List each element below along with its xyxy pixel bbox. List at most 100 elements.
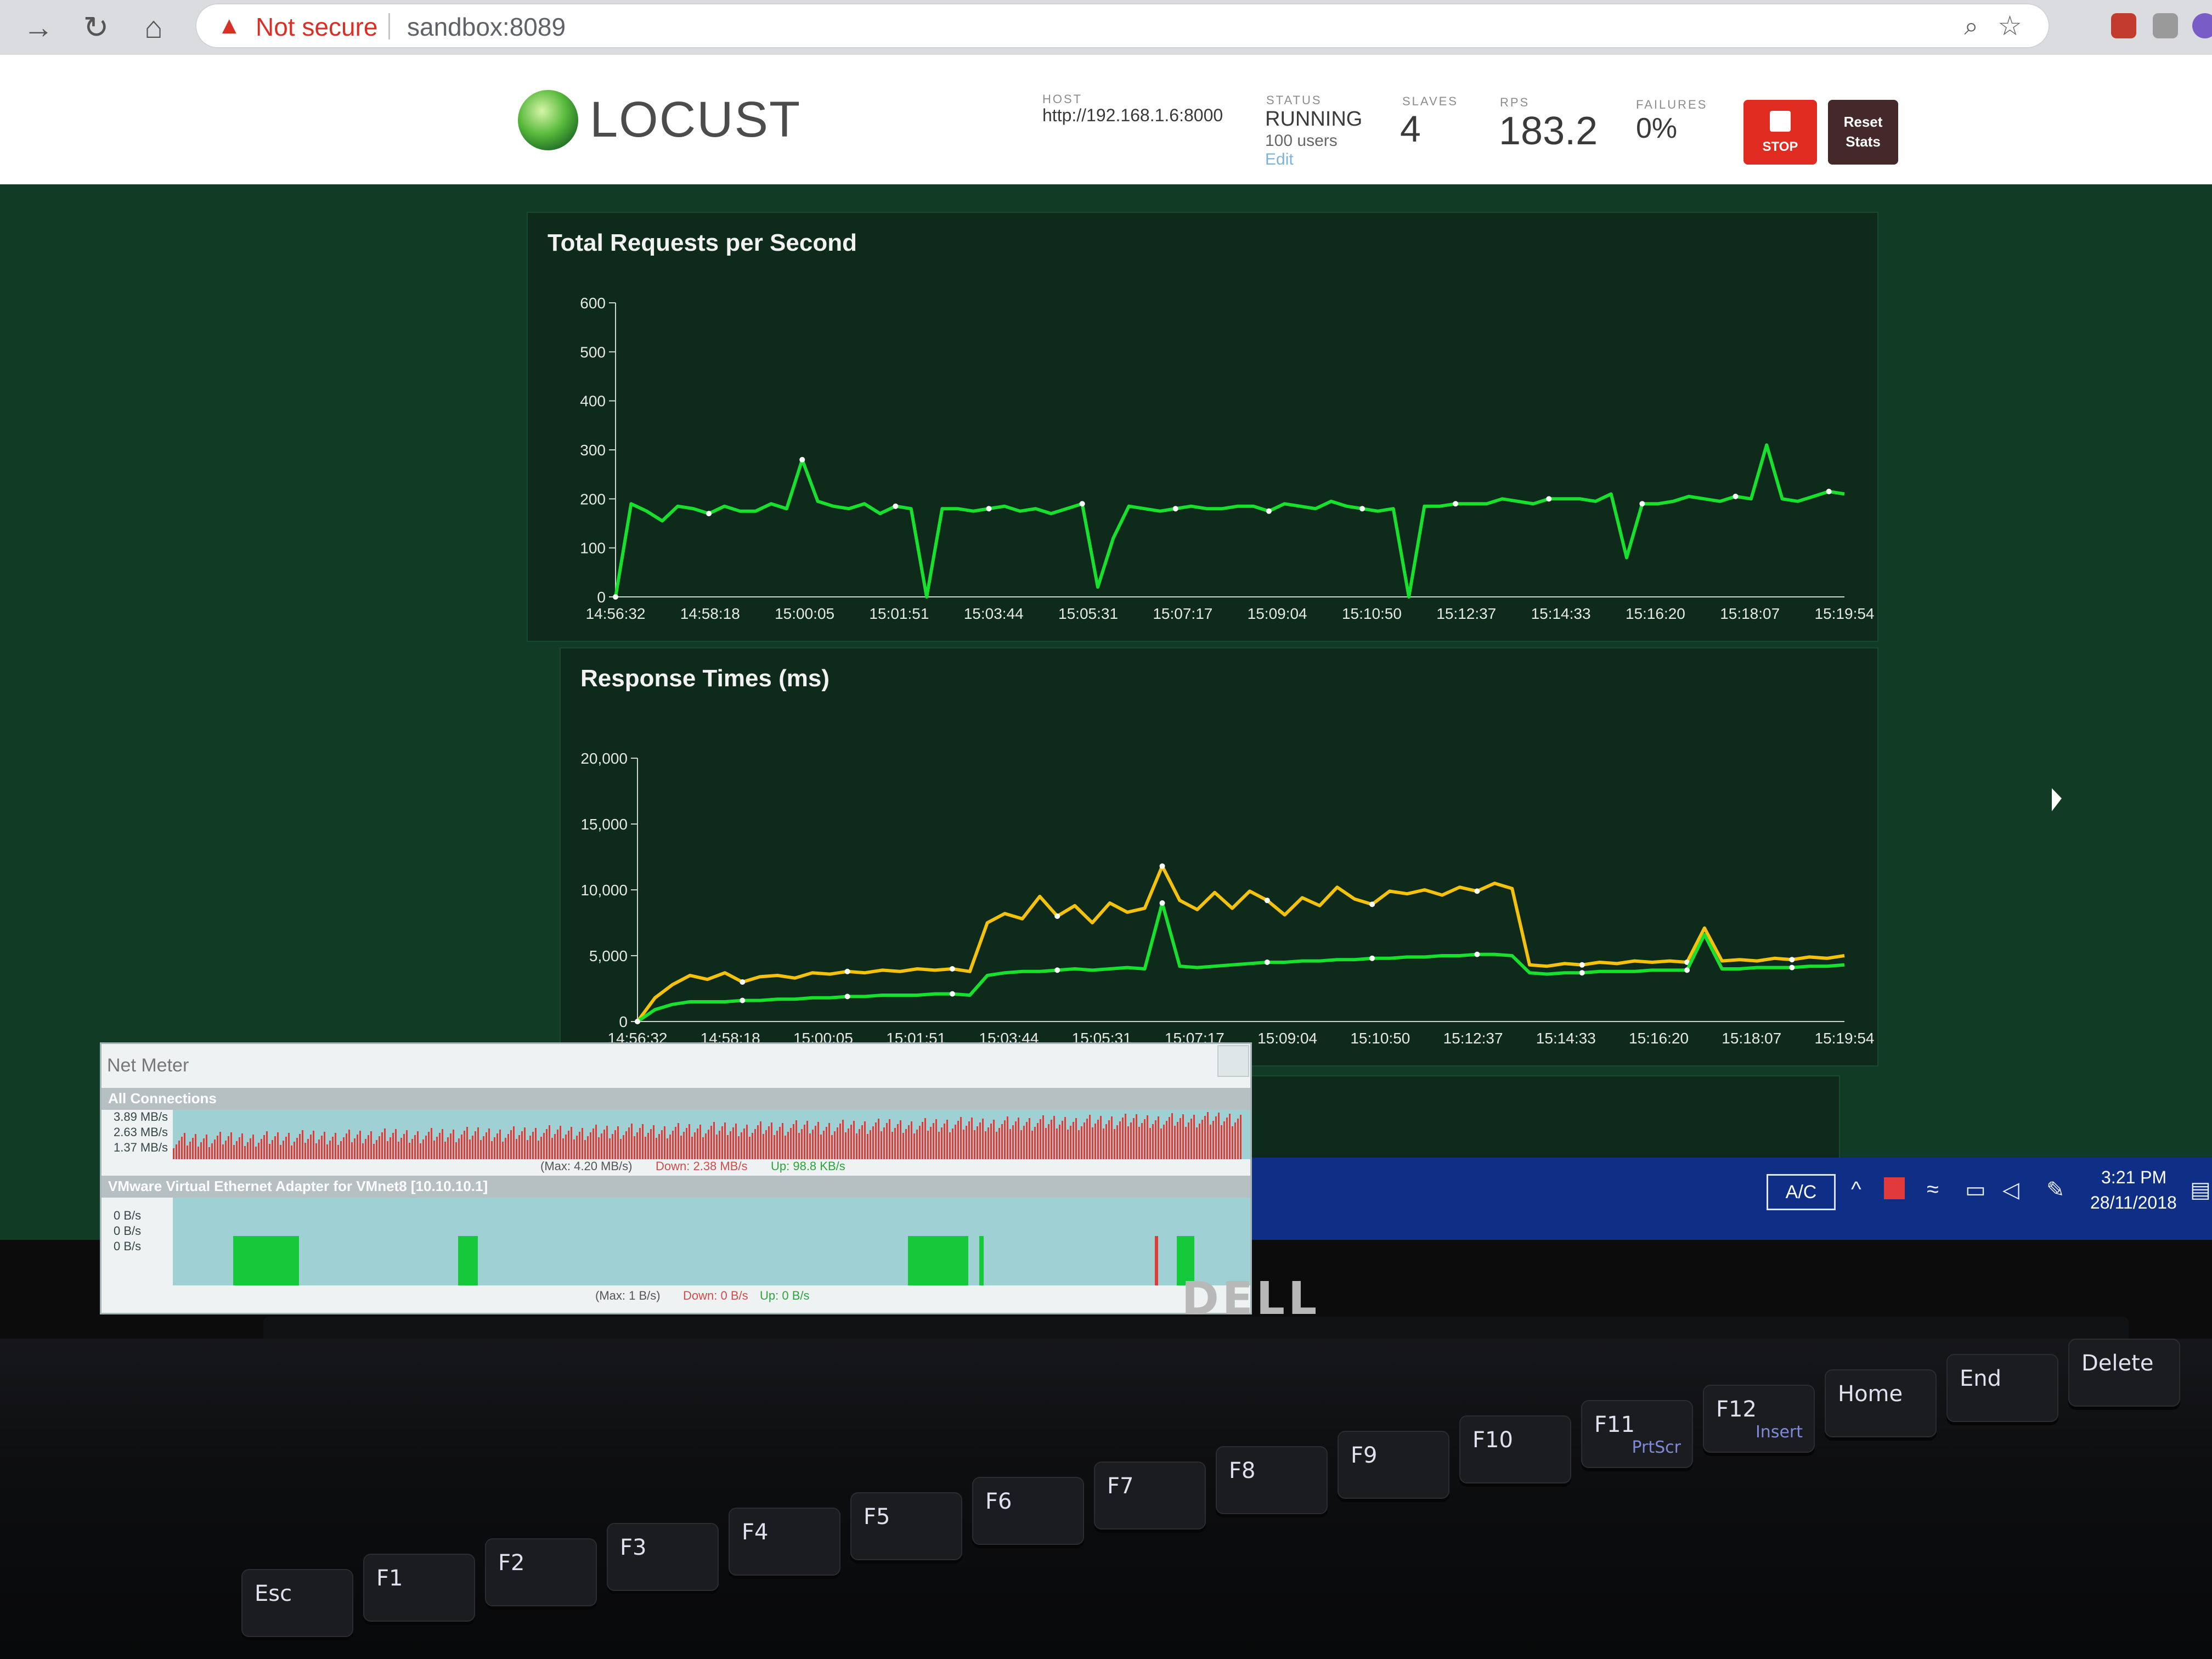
key-label: F5	[864, 1504, 890, 1530]
traffic-bar	[513, 1126, 515, 1159]
traffic-bar	[1152, 1124, 1154, 1159]
traffic-bar	[900, 1120, 901, 1159]
axis-label: 1.37 MB/s	[114, 1141, 168, 1154]
edit-link[interactable]: Edit	[1265, 150, 1294, 168]
url-text[interactable]: sandbox:8089	[407, 13, 566, 41]
traffic-bar	[1051, 1120, 1052, 1159]
traffic-bar	[968, 1121, 970, 1159]
x-tick-label: 15:12:37	[1443, 1030, 1503, 1047]
section-title: All Connections	[108, 1090, 217, 1107]
data-point	[1264, 898, 1270, 904]
notification-icon[interactable]: ▤	[2190, 1178, 2211, 1202]
key-label: F6	[985, 1489, 1012, 1514]
app-tray-icon[interactable]	[1884, 1177, 1905, 1199]
traffic-bar	[1048, 1124, 1049, 1159]
traffic-bar	[661, 1130, 663, 1159]
traffic-bar	[1073, 1122, 1074, 1159]
key-label: End	[1960, 1366, 2002, 1391]
traffic-bar	[302, 1130, 303, 1159]
bookmark-star-icon[interactable]: ☆	[1997, 10, 2022, 41]
data-point	[1054, 913, 1060, 919]
data-point	[1639, 501, 1645, 507]
traffic-bar	[1108, 1120, 1110, 1159]
traffic-bar	[395, 1129, 397, 1159]
net-meter-window[interactable]: Net Meter All Connections 3.89 MB/s 2.63…	[100, 1042, 1252, 1314]
traffic-bar	[732, 1127, 734, 1159]
traffic-bar	[955, 1125, 956, 1159]
x-tick-label: 15:07:17	[1153, 605, 1212, 622]
browser-toolbar: → ↻ ⌂ ▲ Not secure sandbox:8089 ⌕ ☆	[0, 0, 2212, 55]
traffic-bar	[974, 1130, 975, 1159]
x-tick-label: 15:18:07	[1720, 605, 1780, 622]
keyboard-key: Delete	[2068, 1339, 2180, 1407]
reset-stats-button[interactable]: Reset Stats	[1828, 100, 1898, 165]
zoom-icon[interactable]: ⌕	[1964, 12, 1978, 40]
traffic-bar	[491, 1141, 493, 1159]
profile-icon[interactable]	[2192, 13, 2212, 38]
traffic-bar	[291, 1146, 292, 1159]
traffic-bar	[675, 1127, 676, 1159]
traffic-bar	[294, 1142, 295, 1159]
traffic-bar	[283, 1141, 284, 1159]
traffic-bar	[1034, 1127, 1036, 1159]
traffic-bar	[203, 1138, 205, 1159]
volume-icon[interactable]: ◁	[2002, 1178, 2019, 1202]
input-layout-indicator[interactable]: A/C	[1767, 1174, 1836, 1210]
failures-label: FAILURES	[1636, 98, 1708, 111]
traffic-bar	[785, 1136, 786, 1159]
traffic-bar	[850, 1125, 852, 1159]
user-count: 100 users	[1265, 132, 1338, 150]
traffic-bar	[428, 1132, 430, 1159]
traffic-bar	[1185, 1127, 1187, 1159]
data-point	[1579, 970, 1585, 976]
traffic-bar	[716, 1135, 718, 1159]
traffic-bar	[889, 1119, 890, 1159]
address-bar[interactable]: ▲ Not secure sandbox:8089 ⌕ ☆	[195, 3, 2050, 48]
battery-icon[interactable]: ▭	[1965, 1178, 1986, 1202]
clock-date[interactable]: 28/11/2018	[2090, 1193, 2177, 1212]
traffic-bar	[795, 1120, 797, 1159]
traffic-bar	[551, 1138, 553, 1159]
data-point	[740, 979, 746, 985]
traffic-bar	[867, 1134, 868, 1159]
traffic-bar	[823, 1131, 825, 1159]
home-icon[interactable]: ⌂	[144, 10, 163, 44]
chevron-up-icon[interactable]: ^	[1851, 1177, 1861, 1201]
security-label[interactable]: Not secure	[256, 13, 378, 41]
extension-icon[interactable]	[2111, 13, 2136, 38]
dell-logo: DELL	[1181, 1273, 1321, 1325]
wifi-icon[interactable]: ≈	[1927, 1177, 1939, 1201]
reload-icon[interactable]: ↻	[83, 10, 109, 44]
traffic-bar	[351, 1142, 353, 1159]
traffic-bar	[244, 1146, 246, 1159]
traffic-bar	[1078, 1130, 1080, 1159]
keyboard-key: F9	[1338, 1431, 1449, 1499]
traffic-bar	[927, 1131, 929, 1159]
mouse-cursor-icon	[2052, 788, 2062, 815]
traffic-bar	[1226, 1118, 1228, 1159]
clock-time[interactable]: 3:21 PM	[2101, 1167, 2167, 1187]
traffic-bar	[694, 1132, 696, 1159]
x-tick-label: 15:14:33	[1531, 605, 1591, 622]
pen-icon[interactable]: ✎	[2046, 1178, 2065, 1202]
vmware-adapter-graph	[173, 1198, 1250, 1285]
traffic-bar	[834, 1131, 836, 1159]
close-icon[interactable]	[1217, 1045, 1249, 1077]
axis-label: 0 B/s	[114, 1224, 142, 1238]
data-point	[635, 1019, 640, 1024]
traffic-bar	[839, 1124, 841, 1159]
forward-icon[interactable]: →	[23, 10, 54, 44]
extension-icon[interactable]	[2153, 13, 2178, 38]
traffic-bar	[414, 1135, 416, 1159]
traffic-bar	[198, 1147, 199, 1159]
response-times-chart-title: Response Times (ms)	[580, 665, 830, 692]
traffic-bar	[486, 1132, 487, 1159]
stop-button[interactable]: STOP	[1743, 100, 1817, 165]
traffic-bar	[420, 1143, 421, 1159]
traffic-bar	[815, 1126, 816, 1159]
y-tick-label: 300	[580, 442, 606, 459]
traffic-bar	[1045, 1128, 1047, 1159]
traffic-bar	[288, 1133, 290, 1159]
traffic-bar	[886, 1123, 888, 1159]
